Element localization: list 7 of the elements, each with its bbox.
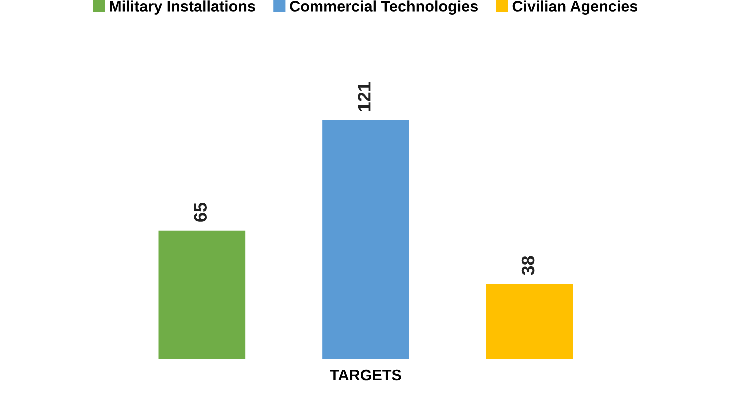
legend-label: Commercial Technologies (290, 0, 478, 16)
data-label: 65 (194, 202, 208, 222)
x-axis-title: TARGETS (330, 370, 402, 381)
legend-label: Military Installations (110, 0, 256, 15)
legend-label: Civilian Agencies (512, 0, 638, 16)
data-label: 38 (522, 256, 535, 276)
data-label: 121 (358, 82, 371, 112)
